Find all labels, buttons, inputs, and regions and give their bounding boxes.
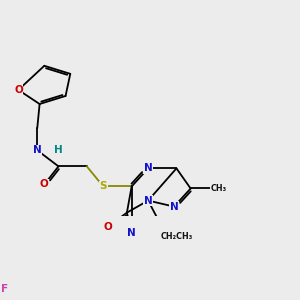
Text: S: S (100, 182, 107, 191)
Text: N: N (127, 228, 136, 238)
Text: O: O (40, 179, 49, 190)
Text: N: N (144, 196, 152, 206)
Text: H: H (54, 145, 63, 155)
Text: N: N (144, 164, 152, 173)
Text: O: O (14, 85, 23, 95)
Text: CH₃: CH₃ (211, 184, 227, 193)
Text: CH₂CH₃: CH₂CH₃ (160, 232, 193, 241)
Text: N: N (170, 202, 178, 212)
Text: N: N (33, 145, 42, 155)
Text: F: F (1, 284, 8, 294)
Text: O: O (104, 222, 112, 232)
